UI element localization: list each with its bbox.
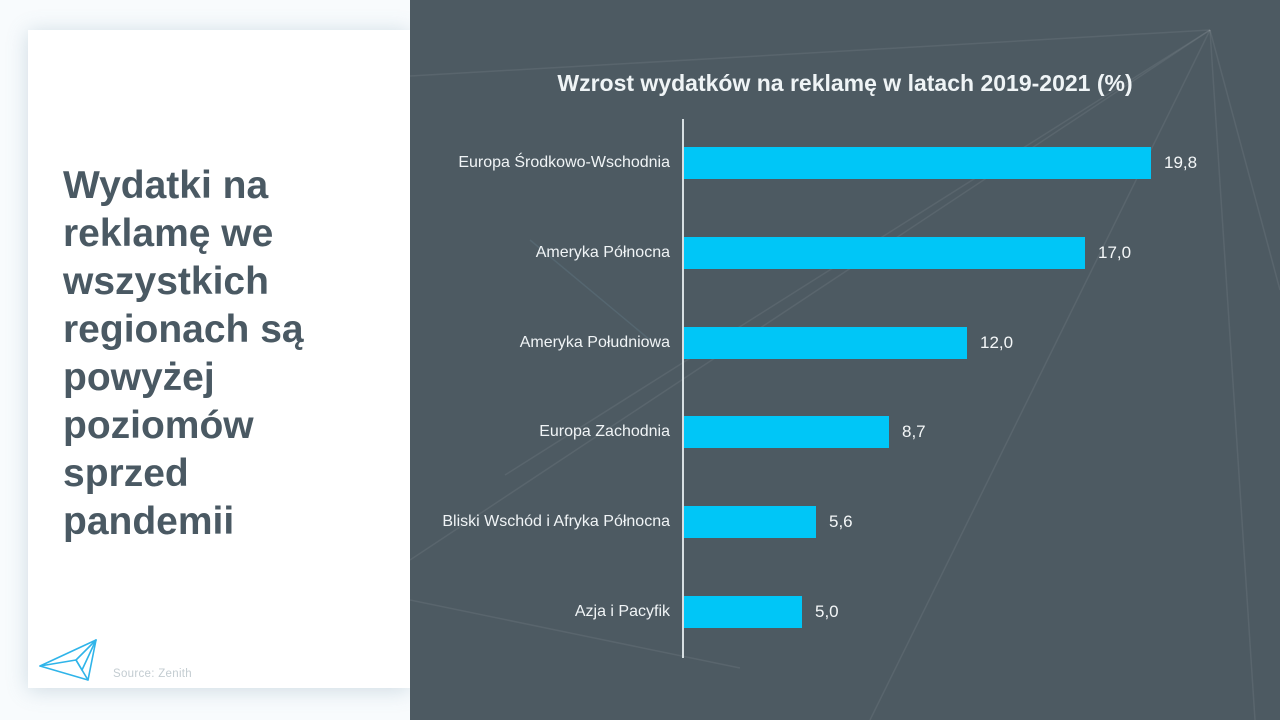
bar-row: Ameryka Północna 17,0: [410, 237, 1280, 269]
value-label: 12,0: [980, 333, 1014, 352]
axis-line: [682, 119, 684, 658]
source-caption: Source: Zenith: [113, 668, 192, 680]
left-panel: Wydatki na reklamę we wszystkich regiona…: [0, 0, 410, 720]
headline-card: Wydatki na reklamę we wszystkich regiona…: [28, 30, 410, 688]
bar-row: Europa Środkowo-Wschodnia 19,8: [410, 147, 1280, 179]
value-label: 5,6: [829, 512, 853, 531]
bar: [684, 327, 967, 359]
value-label: 5,0: [815, 602, 839, 621]
headline-line: powyżej: [63, 356, 215, 399]
bar-row: Europa Zachodnia 8,7: [410, 416, 1280, 448]
headline-line: pandemii: [63, 500, 235, 543]
bar: [684, 596, 802, 628]
bar: [684, 506, 816, 538]
headline-line: poziomów: [63, 404, 254, 447]
category-label: Ameryka Północna: [535, 244, 670, 261]
value-label: 8,7: [902, 422, 926, 441]
headline-line: wszystkich: [63, 260, 269, 303]
bar-row: Azja i Pacyfik 5,0: [410, 596, 1280, 628]
category-label: Ameryka Południowa: [519, 334, 670, 351]
chart-panel: Wzrost wydatków na reklamę w latach 2019…: [410, 0, 1280, 720]
chart-title: Wzrost wydatków na reklamę w latach 2019…: [557, 70, 1133, 96]
bar-row: Bliski Wschód i Afryka Północna 5,6: [410, 506, 1280, 538]
bar: [684, 147, 1151, 179]
category-label: Azja i Pacyfik: [574, 603, 670, 620]
headline-line: sprzed: [63, 452, 189, 495]
headline-line: Wydatki na: [63, 164, 269, 207]
paper-plane-icon: [39, 639, 97, 681]
headline: Wydatki na reklamę we wszystkich regiona…: [63, 162, 383, 546]
category-label: Bliski Wschód i Afryka Północna: [442, 513, 670, 530]
bar: [684, 237, 1085, 269]
category-label: Europa Zachodnia: [539, 423, 670, 440]
value-label: 19,8: [1164, 153, 1198, 172]
headline-line: regionach są: [63, 308, 304, 351]
headline-line: reklamę we: [63, 212, 274, 255]
category-label: Europa Środkowo-Wschodnia: [458, 154, 670, 171]
bar-row: Ameryka Południowa 12,0: [410, 327, 1280, 359]
value-label: 17,0: [1098, 243, 1132, 262]
bar-chart: Europa Środkowo-Wschodnia 19,8 Ameryka Pół…: [410, 0, 1280, 720]
bar: [684, 416, 889, 448]
